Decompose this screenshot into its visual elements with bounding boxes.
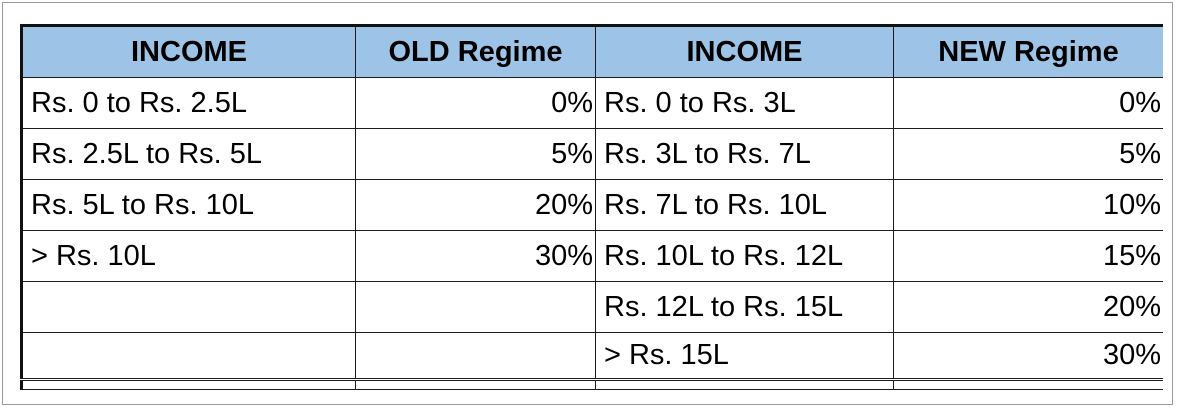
- empty-cell: [893, 378, 1163, 390]
- header-new-regime: NEW Regime: [893, 24, 1163, 78]
- old-rate-cell: 20%: [355, 179, 596, 231]
- old-rate-cell: [355, 281, 596, 333]
- old-rate-cell: 5%: [355, 128, 596, 180]
- new-rate-cell: 10%: [893, 179, 1163, 231]
- new-income-cell: > Rs. 15L: [595, 332, 894, 380]
- old-income-cell: [20, 332, 356, 380]
- header-row: INCOME OLD Regime INCOME NEW Regime: [20, 24, 1163, 78]
- old-income-cell: Rs. 5L to Rs. 10L: [20, 179, 356, 231]
- header-new-income: INCOME: [595, 24, 894, 78]
- new-income-cell: Rs. 7L to Rs. 10L: [595, 179, 894, 231]
- new-income-cell: Rs. 3L to Rs. 7L: [595, 128, 894, 180]
- empty-cell: [20, 378, 356, 390]
- tax-slab-table: INCOME OLD Regime INCOME NEW Regime Rs. …: [20, 24, 1163, 390]
- new-income-cell: Rs. 10L to Rs. 12L: [595, 230, 894, 282]
- table-row: > Rs. 15L 30%: [20, 332, 1163, 380]
- empty-cell: [355, 378, 596, 390]
- empty-cell: [595, 378, 894, 390]
- old-income-cell: > Rs. 10L: [20, 230, 356, 282]
- new-income-cell: Rs. 12L to Rs. 15L: [595, 281, 894, 333]
- new-income-cell: Rs. 0 to Rs. 3L: [595, 77, 894, 129]
- table-row-partial: [20, 378, 1163, 390]
- table-row: > Rs. 10L 30% Rs. 10L to Rs. 12L 15%: [20, 230, 1163, 282]
- old-income-cell: Rs. 2.5L to Rs. 5L: [20, 128, 356, 180]
- table-row: Rs. 0 to Rs. 2.5L 0% Rs. 0 to Rs. 3L 0%: [20, 77, 1163, 129]
- header-old-regime: OLD Regime: [355, 24, 596, 78]
- tax-slab-table-container: INCOME OLD Regime INCOME NEW Regime Rs. …: [20, 24, 1163, 394]
- header-old-income: INCOME: [20, 24, 356, 78]
- new-rate-cell: 30%: [893, 332, 1163, 380]
- old-rate-cell: [355, 332, 596, 380]
- table-row: Rs. 5L to Rs. 10L 20% Rs. 7L to Rs. 10L …: [20, 179, 1163, 231]
- old-income-cell: Rs. 0 to Rs. 2.5L: [20, 77, 356, 129]
- new-rate-cell: 5%: [893, 128, 1163, 180]
- new-rate-cell: 15%: [893, 230, 1163, 282]
- table-row: Rs. 12L to Rs. 15L 20%: [20, 281, 1163, 333]
- new-rate-cell: 20%: [893, 281, 1163, 333]
- table-row: Rs. 2.5L to Rs. 5L 5% Rs. 3L to Rs. 7L 5…: [20, 128, 1163, 180]
- old-income-cell: [20, 281, 356, 333]
- new-rate-cell: 0%: [893, 77, 1163, 129]
- old-rate-cell: 30%: [355, 230, 596, 282]
- old-rate-cell: 0%: [355, 77, 596, 129]
